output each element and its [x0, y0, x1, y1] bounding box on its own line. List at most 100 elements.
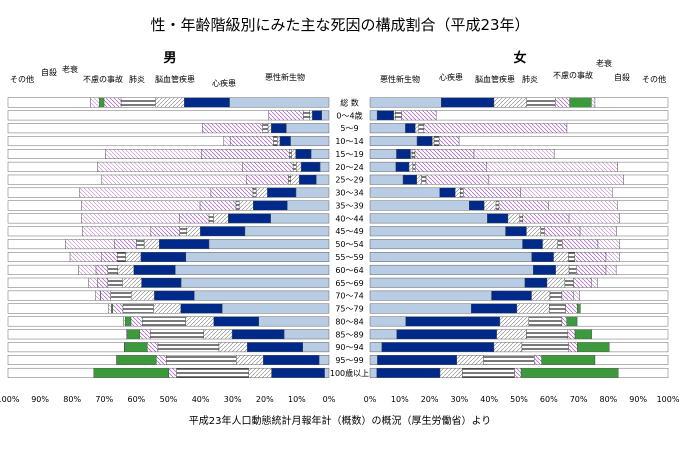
bar-female-heart-2	[405, 123, 415, 133]
bar-female-heart-9	[487, 214, 508, 224]
bar-male-cerebro-4	[291, 149, 295, 159]
bar-female-senility-19	[577, 342, 609, 352]
bar-female-heart-21	[377, 368, 440, 378]
bar-male-cancer-5	[320, 162, 329, 172]
bar-female-cancer-11	[370, 239, 523, 249]
bar-female-accident-2	[424, 123, 567, 133]
bar-male-suicide-14	[88, 278, 97, 288]
bar-male-cerebro-15	[131, 291, 154, 301]
category-label: 総 数	[340, 97, 359, 107]
legend-label: 脳血管疾患	[475, 74, 515, 84]
bar-female-cancer-12	[370, 252, 532, 262]
bar-male-cerebro-18	[204, 330, 232, 340]
category-label: 75～79	[335, 305, 363, 314]
bar-female-other-20	[595, 355, 668, 365]
bar-male-cancer-14	[181, 278, 329, 288]
bar-male-other-6	[8, 175, 102, 185]
bar-male-suicide-4	[106, 149, 202, 159]
category-label: 10～14	[335, 137, 363, 146]
bar-male-accident-19	[147, 342, 158, 352]
x-tick-label: 60%	[540, 395, 558, 404]
bar-female-heart-3	[417, 136, 432, 146]
bar-male-other-16	[8, 304, 108, 314]
x-tick-label: 0%	[323, 395, 336, 404]
bar-female-other-9	[619, 214, 668, 224]
bar-female-senility-21	[521, 368, 618, 378]
bar-male-accident-17	[131, 317, 142, 327]
bar-female-cerebro-19	[494, 342, 522, 352]
bar-male-accident-2	[202, 123, 262, 133]
bar-male-cancer-9	[271, 214, 329, 224]
bar-female-pneumonia-11	[558, 239, 562, 249]
legend-label: 心疾患	[212, 78, 236, 88]
bar-male-accident-3	[230, 136, 273, 146]
bar-male-other-19	[8, 342, 124, 352]
bar-female-accident-14	[574, 278, 592, 288]
panel-title-male: 男	[163, 51, 176, 66]
bar-female-other-10	[616, 226, 668, 236]
legend-label: 肺炎	[129, 75, 145, 84]
bar-male-pneumonia-5	[293, 162, 296, 172]
bar-male-other-10	[8, 226, 82, 236]
bar-female-cerebro-10	[526, 226, 540, 236]
bar-female-cerebro-16	[517, 304, 549, 314]
bar-female-heart-1	[377, 111, 394, 121]
bar-female-pneumonia-21	[462, 368, 514, 378]
bar-female-pneumonia-8	[496, 201, 499, 211]
category-label: 0～4歳	[336, 110, 362, 120]
bar-male-other-7	[8, 188, 79, 198]
bar-male-accident-8	[200, 201, 236, 211]
bar-female-cancer-1	[370, 111, 377, 121]
category-label: 15～19	[335, 150, 363, 159]
bar-male-pneumonia-19	[158, 342, 219, 352]
x-tick-label: 90%	[629, 395, 647, 404]
bar-male-heart-21	[272, 368, 325, 378]
bar-male-other-13	[8, 265, 79, 275]
bar-male-cancer-10	[245, 226, 329, 236]
bar-male-cerebro-0	[155, 98, 184, 108]
category-labels: 総 数0～4歳5～910～1415～1920～2425～2930～3435～39…	[330, 97, 369, 377]
bar-male-other-11	[8, 239, 65, 249]
bar-female-pneumonia-16	[549, 304, 565, 314]
bar-male-pneumonia-8	[236, 201, 239, 211]
bar-male-pneumonia-10	[180, 226, 187, 236]
bar-male-accident-12	[102, 252, 117, 262]
bar-male-pneumonia-15	[111, 291, 132, 301]
category-label: 90～94	[335, 343, 363, 352]
bar-female-cerebro-15	[532, 291, 550, 301]
legend-label: 肺炎	[522, 75, 538, 84]
x-tick-label: 30%	[451, 395, 469, 404]
bar-male-pneumonia-17	[142, 317, 185, 327]
bar-female-pneumonia-12	[568, 252, 574, 262]
bar-male-cancer-18	[284, 330, 329, 340]
bar-male-accident-1	[269, 111, 304, 121]
category-label: 20～24	[335, 163, 363, 172]
bar-female-cerebro-13	[556, 265, 569, 275]
legend-label: その他	[10, 74, 34, 84]
bar-male-suicide-15	[95, 291, 100, 301]
x-tick-label: 100%	[657, 395, 680, 404]
bar-female-cancer-14	[370, 278, 525, 288]
bar-female-accident-5	[415, 162, 486, 172]
bar-male-heart-14	[142, 278, 181, 288]
bar-male-suicide-9	[81, 214, 179, 224]
legend-label: 不慮の事故	[553, 70, 593, 80]
bar-male-cerebro-20	[236, 355, 263, 365]
bar-female-cancer-20	[370, 355, 377, 365]
bar-male-other-9	[8, 214, 81, 224]
bar-male-pneumonia-16	[123, 304, 154, 314]
category-label: 30～34	[335, 189, 363, 198]
bar-female-cerebro-0	[494, 98, 527, 108]
x-tick-label: 10%	[391, 395, 409, 404]
bar-male-pneumonia-20	[166, 355, 236, 365]
legend-label: 自殺	[41, 67, 57, 77]
legend-label: 心疾患	[439, 72, 463, 82]
bar-male-heart-4	[296, 149, 311, 159]
bar-female-accident-18	[568, 330, 575, 340]
bar-female-accident-16	[565, 304, 577, 314]
x-tick-label: 70%	[95, 395, 113, 404]
bar-female-cerebro-4	[411, 149, 412, 159]
x-tick-label: 50%	[160, 395, 178, 404]
bar-female-other-11	[620, 239, 668, 249]
bar-female-cerebro-17	[500, 317, 529, 327]
